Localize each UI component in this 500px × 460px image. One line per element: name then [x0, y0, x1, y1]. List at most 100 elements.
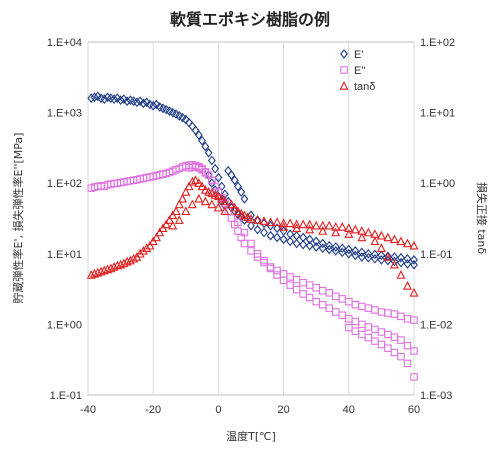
data-point [389, 259, 399, 269]
data-point [312, 242, 321, 252]
data-point [266, 264, 275, 273]
y-right-tick-label: 1.E+00 [420, 178, 455, 190]
data-point [279, 276, 288, 285]
data-point [253, 215, 262, 225]
data-point [142, 97, 151, 108]
data-point [390, 256, 399, 267]
data-point [279, 234, 288, 245]
data-point [194, 193, 204, 203]
data-point [376, 230, 386, 240]
y-right-axis-ticks: 1.E-03 1.E-02 1.E-01 1.E+00 1.E+01 1.E+02 [420, 37, 455, 402]
data-point [384, 255, 392, 266]
data-point [246, 214, 256, 223]
data-point [286, 281, 294, 289]
data-point [220, 206, 230, 216]
data-point [99, 265, 109, 275]
data-point [116, 259, 126, 269]
data-point [187, 176, 197, 186]
data-point [344, 244, 353, 255]
data-point [403, 258, 412, 269]
data-point [211, 163, 220, 174]
data-point [116, 95, 125, 106]
data-point [168, 210, 178, 220]
data-point [138, 245, 148, 255]
plot-area [87, 41, 415, 396]
data-point [119, 258, 129, 268]
data-point [344, 248, 353, 259]
data-point [260, 256, 268, 265]
y-right-axis-label: 損失正接 tanδ [475, 182, 489, 255]
data-point [178, 193, 188, 203]
y-left-axis-label: 貯蔵弾性率E', 損失弾性率E''[MPa] [11, 133, 25, 304]
data-point [403, 359, 412, 368]
data-point [87, 93, 96, 104]
data-point [230, 202, 240, 212]
data-point [132, 97, 141, 108]
data-point [149, 100, 158, 111]
data-point [363, 227, 373, 237]
data-point [214, 172, 223, 183]
data-point [305, 293, 314, 302]
data-point [139, 98, 148, 109]
data-point [357, 252, 366, 262]
legend-marker [339, 80, 349, 90]
data-point [253, 215, 263, 224]
data-point [397, 252, 405, 263]
data-point [331, 242, 340, 252]
data-point [237, 187, 246, 197]
data-point [191, 175, 201, 185]
data-point [96, 266, 106, 276]
data-point [253, 250, 262, 258]
data-point [234, 218, 242, 226]
data-point [152, 99, 161, 110]
legend-label: E' [354, 49, 363, 61]
data-point [292, 285, 301, 294]
data-point [207, 155, 216, 166]
legend-marker [340, 66, 348, 74]
data-point [305, 219, 315, 229]
data-point [305, 240, 314, 251]
data-point [370, 253, 379, 264]
data-point [350, 224, 360, 234]
data-point [410, 255, 418, 265]
data-point [217, 193, 227, 203]
data-point [377, 340, 386, 349]
data-point [383, 252, 393, 261]
data-point [164, 215, 175, 224]
data-point [364, 248, 373, 259]
y-right-tick-label: 1.E-03 [420, 390, 452, 402]
data-point [194, 130, 203, 140]
data-point [230, 175, 239, 186]
data-point [311, 220, 321, 230]
y-left-tick-label: 1.E+03 [47, 108, 82, 120]
y-left-tick-label: 1.E-01 [50, 390, 82, 402]
data-point [325, 240, 334, 251]
data-point [226, 199, 236, 209]
data-point [324, 220, 334, 230]
data-point [318, 243, 327, 254]
data-point [402, 238, 412, 248]
data-point [86, 270, 96, 279]
data-point [397, 336, 405, 344]
data-point [337, 221, 347, 231]
data-point [338, 247, 347, 258]
data-point [410, 259, 418, 270]
data-point [207, 199, 217, 209]
data-point [376, 243, 386, 252]
data-point [351, 245, 360, 256]
data-point [292, 238, 301, 249]
data-point [383, 232, 393, 242]
chart-title: 軟質エポキシ樹脂の例 [170, 10, 330, 29]
data-point [204, 147, 213, 158]
series-e-loss [87, 161, 418, 381]
data-point [390, 348, 399, 357]
legend-label: E'' [354, 65, 366, 77]
data-point [181, 187, 191, 196]
data-point [402, 280, 412, 290]
data-point [357, 232, 367, 242]
data-point [112, 260, 122, 270]
y-right-tick-label: 1.E+02 [420, 37, 455, 49]
data-point [151, 232, 161, 242]
